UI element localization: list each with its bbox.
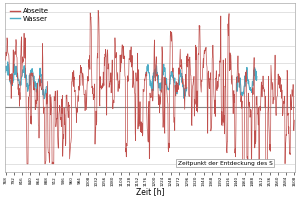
Legend: Abseite, Wasser: Abseite, Wasser bbox=[8, 7, 50, 23]
Text: Zeitpunkt der Entdeckung des S: Zeitpunkt der Entdeckung des S bbox=[178, 161, 272, 166]
X-axis label: Zeit [h]: Zeit [h] bbox=[136, 188, 164, 197]
